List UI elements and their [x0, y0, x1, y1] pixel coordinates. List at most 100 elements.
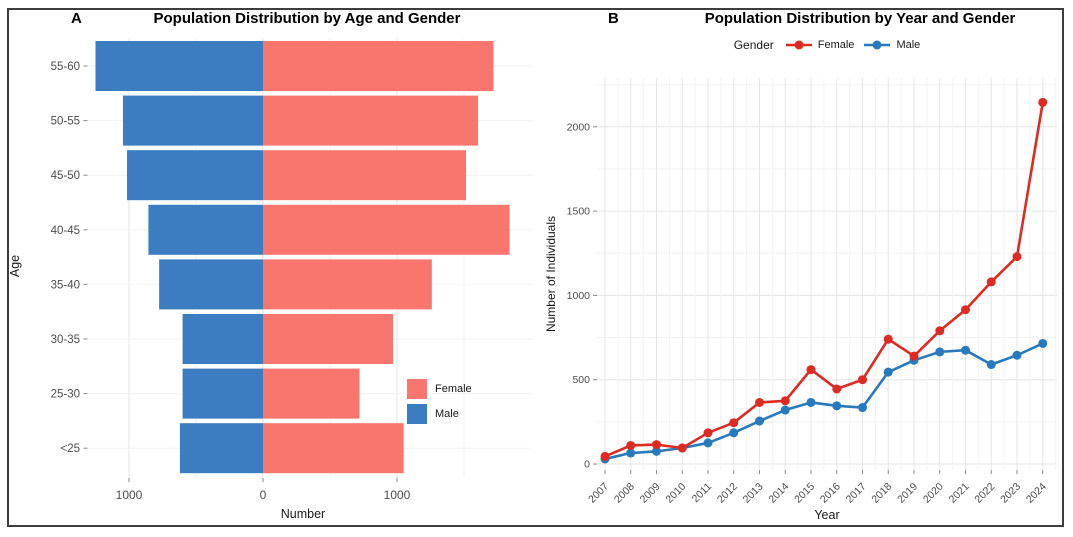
y-tick-label: 1500 [567, 206, 591, 218]
bar-male-35-40 [159, 259, 263, 310]
y-tick-label: 0 [584, 459, 590, 471]
point-female-2015 [806, 365, 816, 375]
panel-b-legend: Gender Female Male [597, 38, 1057, 52]
legend-key-dot [872, 40, 882, 50]
x-axis-label: Year [814, 508, 839, 522]
y-tick-label: 2000 [567, 121, 591, 133]
x-axis-label: Number [281, 507, 325, 521]
panel-a-title: Population Distribution by Age and Gende… [153, 10, 461, 27]
year-tick-label: 2020 [921, 481, 946, 506]
bar-male-40-45 [148, 204, 263, 255]
bar-female-45-50 [263, 150, 467, 201]
year-tick-label: 2018 [869, 481, 894, 506]
x-tick-label: 0 [260, 488, 267, 502]
female-swatch-icon [407, 379, 427, 399]
point-male-2013 [755, 416, 764, 426]
y-tick-label: 500 [572, 374, 590, 386]
x-tick-label: 1000 [116, 488, 143, 502]
age-tick-label: 40-45 [51, 225, 80, 237]
year-tick-label: 2014 [766, 481, 791, 506]
x-tick-label: 1000 [384, 488, 411, 502]
age-tick-label: <25 [60, 443, 80, 455]
y-tick-label: 1000 [567, 290, 591, 302]
year-tick-label: 2023 [998, 481, 1023, 506]
legend-key-dot [794, 40, 804, 50]
year-tick-label: 2010 [663, 481, 688, 506]
legend-label-female: Female [817, 39, 855, 51]
point-male-2014 [780, 405, 790, 415]
point-female-2016 [832, 384, 842, 394]
year-tick-label: 2021 [947, 481, 972, 506]
year-tick-label: 2022 [972, 481, 997, 506]
point-female-2008 [626, 440, 636, 450]
point-male-2012 [729, 428, 739, 438]
population-pyramid-chart: 55-60 50-55 45-50 40-45 35-40 30-35 25-30 <25 10… [8, 38, 533, 521]
age-tick-label: 45-50 [51, 170, 80, 182]
panel-a-legend: Female Male [407, 379, 472, 424]
point-female-2024 [1038, 97, 1048, 107]
panel-a-tag: A [71, 10, 82, 27]
age-tick-label: 55-60 [51, 61, 80, 73]
year-tick-label: 2007 [586, 481, 611, 506]
point-female-2010 [677, 443, 687, 453]
legend-label-male: Male [435, 408, 459, 420]
point-male-2024 [1038, 338, 1048, 348]
legend-label-male: Male [896, 39, 921, 51]
female-line-key-icon [785, 40, 812, 50]
bar-male-<25 [179, 423, 263, 474]
point-male-2009 [652, 446, 661, 456]
point-female-2020 [935, 326, 945, 336]
point-female-2023 [1012, 252, 1022, 262]
bar-male-55-60 [95, 41, 263, 91]
bar-male-45-50 [126, 150, 264, 201]
y-axis-label: Number of Individuals [544, 216, 558, 332]
bar-female-40-45 [263, 204, 510, 255]
point-male-2011 [703, 438, 713, 448]
point-female-2013 [755, 397, 764, 407]
bar-female-55-60 [263, 41, 494, 91]
year-tick-label: 2019 [895, 481, 920, 506]
point-male-2022 [986, 360, 996, 370]
point-female-2009 [652, 440, 661, 450]
bar-female-50-55 [263, 95, 479, 146]
point-male-2017 [858, 403, 867, 413]
point-male-2008 [626, 448, 636, 458]
legend-item-male: Male [863, 39, 920, 51]
bar-male-50-55 [122, 95, 263, 146]
panel-b-title: Population Distribution by Year and Gend… [704, 10, 1016, 27]
legend-title: Gender [733, 38, 774, 52]
year-tick-label: 2016 [818, 481, 843, 506]
legend-item-male: Male [407, 404, 472, 424]
panel-b-tag: B [608, 10, 619, 27]
legend-item-female: Female [407, 379, 472, 399]
point-female-2007 [600, 451, 610, 461]
year-tick-label: 2011 [690, 481, 715, 506]
age-tick-label: 25-30 [51, 389, 80, 401]
point-female-2021 [961, 305, 970, 315]
point-male-2021 [961, 345, 970, 355]
point-male-2016 [832, 401, 842, 411]
legend-label-female: Female [435, 383, 472, 395]
age-tick-label: 30-35 [51, 334, 80, 346]
age-tick-label: 35-40 [51, 279, 80, 291]
legend-item-female: Female [785, 39, 855, 51]
year-tick-label: 2015 [792, 481, 817, 506]
point-female-2018 [883, 334, 893, 344]
year-tick-label: 2012 [715, 481, 740, 506]
point-female-2019 [909, 351, 919, 361]
year-tick-label: 2009 [638, 481, 663, 506]
year-tick-label: 2024 [1024, 481, 1049, 506]
bar-female-35-40 [263, 259, 432, 310]
bar-female-30-35 [263, 314, 393, 364]
point-male-2015 [806, 397, 816, 407]
year-tick-label: 2013 [741, 481, 766, 506]
point-male-2023 [1012, 350, 1022, 360]
bar-female-<25 [263, 423, 404, 474]
point-male-2018 [883, 367, 893, 377]
bar-male-30-35 [182, 314, 263, 364]
age-tick-label: 50-55 [51, 116, 80, 128]
bar-female-25-30 [263, 368, 360, 419]
point-female-2011 [703, 428, 713, 438]
male-swatch-icon [407, 404, 427, 424]
year-tick-label: 2017 [844, 481, 869, 506]
